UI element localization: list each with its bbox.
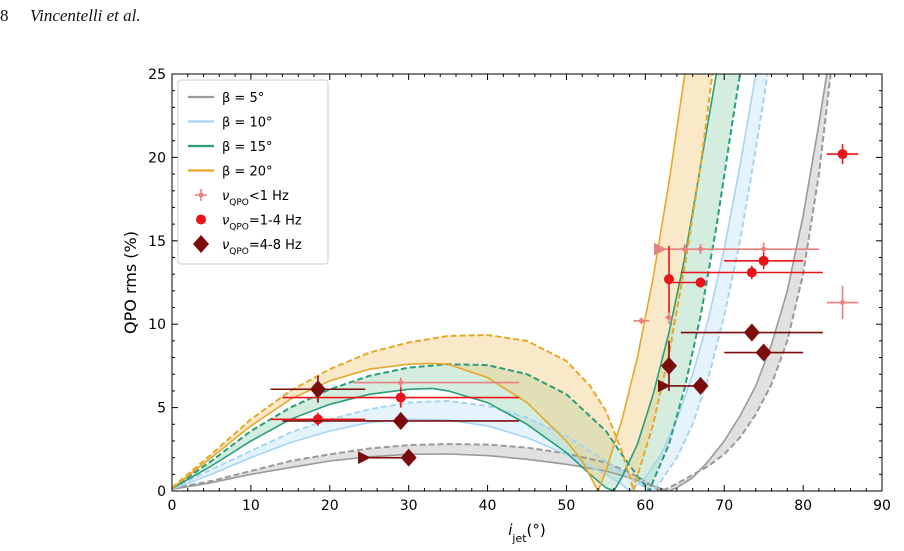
x-tick-label: 80 [794, 498, 812, 514]
point-plus [398, 380, 404, 386]
legend-entry: β = 20° [188, 165, 273, 180]
point-diamond [692, 376, 709, 395]
x-tick-label: 0 [168, 498, 177, 514]
point-circle [837, 149, 848, 160]
band-beta-15 [172, 74, 740, 491]
x-tick-label: 40 [479, 498, 497, 514]
running-authors: Vincentelli et al. [30, 6, 141, 25]
point-plus [698, 246, 704, 252]
curve-beta-20-solid [172, 74, 686, 491]
point-circle [312, 414, 323, 425]
point-plus [682, 246, 688, 252]
legend-entry: β = 15° [188, 140, 273, 155]
legend-circle-swatch [196, 214, 206, 225]
point-diamond [392, 411, 409, 430]
y-tick-label: 0 [157, 484, 166, 500]
point-diamond [400, 448, 417, 467]
band-beta-20 [172, 74, 713, 491]
point-diamond [755, 343, 772, 362]
legend-box [177, 79, 329, 265]
legend: β = 5° β = 10° β = 15° β = 20° νQPO<1 Hz νQPO… [177, 79, 329, 265]
legend-label: β = 5° [222, 91, 264, 106]
qpo-rms-chart: 0 10 20 30 40 50 60 70 80 90 0 5 10 15 20 25 ijet(°) QPO… [121, 67, 891, 545]
legend-entry: β = 10° [188, 116, 273, 131]
legend-label: β = 10° [222, 116, 273, 131]
legend-label: νQPO<1 Hz [222, 189, 289, 208]
x-tick-label: 30 [400, 498, 418, 514]
legend-entry: β = 5° [188, 91, 264, 106]
legend-label: β = 15° [222, 140, 273, 155]
curve-beta-5-dashed [172, 74, 832, 491]
point-diamond [661, 356, 677, 375]
point-plus [666, 315, 672, 321]
point-circle [664, 274, 674, 285]
legend-entry: νQPO=4-8 Hz [193, 235, 302, 257]
legend-plus-dot [198, 192, 204, 198]
x-tick-label: 10 [242, 498, 260, 514]
x-tick-label: 70 [715, 498, 733, 514]
point-circle [758, 255, 769, 266]
point-circle [695, 277, 706, 288]
x-tick-label: 50 [558, 498, 576, 514]
y-tick-label: 5 [157, 401, 166, 417]
curve-beta-10-solid [172, 74, 757, 491]
legend-diamond-swatch [193, 235, 209, 253]
x-tick-label: 60 [636, 498, 654, 514]
x-tick-label: 20 [321, 498, 339, 514]
legend-label: β = 20° [222, 165, 273, 180]
point-diamond [309, 380, 326, 399]
legend-entry: νQPO<1 Hz [195, 189, 289, 208]
legend-label: νQPO=4-8 Hz [222, 238, 302, 257]
y-tick-label: 20 [148, 150, 166, 166]
point-plus [840, 300, 846, 306]
point-plus [761, 246, 767, 252]
band-beta-10 [172, 74, 768, 491]
legend-label: νQPO=1-4 Hz [222, 214, 302, 233]
point-plus [638, 318, 644, 324]
curve-beta-20-dashed [172, 74, 714, 491]
figure: 0 10 20 30 40 50 60 70 80 90 0 5 10 15 20 25 ijet(°) QPO… [100, 62, 900, 551]
y-tick-label: 10 [148, 317, 166, 333]
point-circle [395, 392, 406, 403]
curve-beta-15-solid [172, 74, 718, 491]
x-tick-label: 90 [873, 498, 891, 514]
page-number: 8 [0, 6, 9, 25]
point-circle [746, 267, 757, 278]
legend-entry: νQPO=1-4 Hz [196, 214, 302, 233]
axes-frame [171, 73, 883, 492]
y-axis-label: QPO rms (%) [121, 231, 140, 334]
y-tick-label: 15 [148, 234, 166, 250]
point-diamond [743, 323, 760, 342]
x-axis-label: ijet(°) [508, 521, 546, 545]
y-tick-label: 25 [148, 67, 166, 83]
